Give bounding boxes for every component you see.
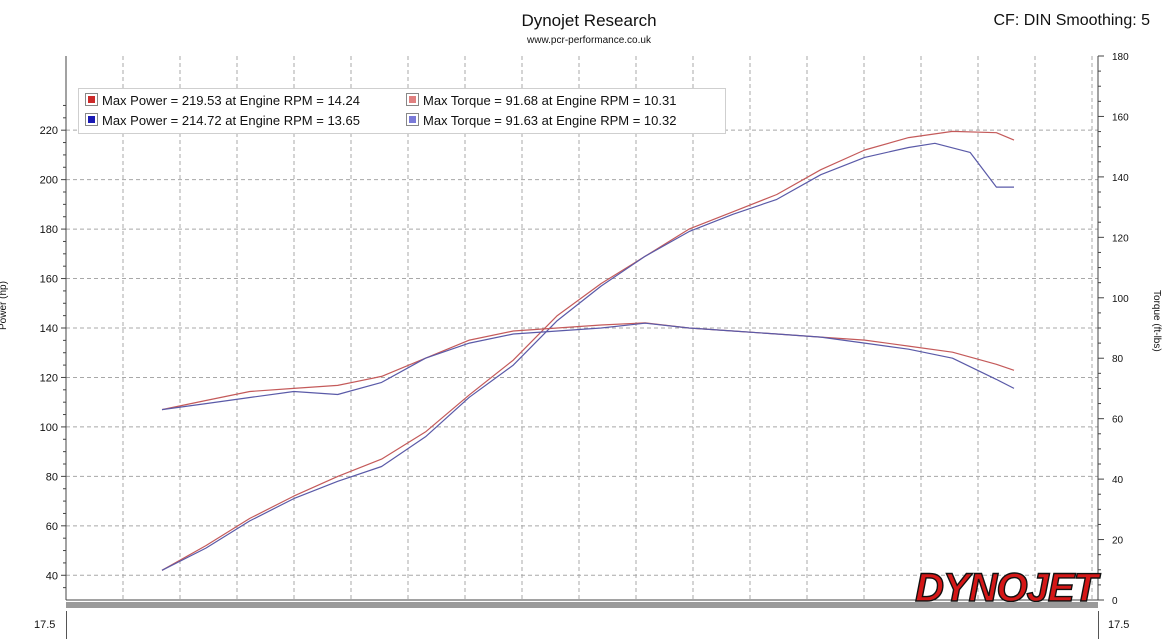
- secondary-left-tick: 17.5: [34, 619, 56, 631]
- legend-entry: Max Power = 214.72 at Engine RPM = 13.65: [85, 112, 360, 130]
- chart-series: [161, 130, 1015, 571]
- right-tick-label: 140: [1112, 173, 1129, 184]
- left-tick-label: 140: [40, 323, 58, 335]
- right-axis-ticks: 0 20 40 60 80 100 120 140 160 180: [1098, 52, 1129, 607]
- legend-label: Max Power = 214.72 at Engine RPM = 13.65: [102, 113, 360, 128]
- correction-factor: CF: DIN Smoothing: 5: [993, 12, 1151, 29]
- right-tick-label: 80: [1112, 354, 1124, 365]
- legend-swatch-fill: [409, 96, 416, 103]
- secondary-axis-left: [66, 611, 67, 639]
- legend-swatch-fill: [88, 116, 95, 123]
- legend-swatch: [406, 93, 419, 106]
- right-tick-label: 0: [1112, 596, 1118, 607]
- right-tick-label: 40: [1112, 475, 1124, 486]
- right-tick-label: 160: [1112, 112, 1129, 123]
- legend-entry: Max Power = 219.53 at Engine RPM = 14.24: [85, 92, 360, 110]
- series-line-1: [161, 130, 1015, 571]
- left-tick-label: 100: [40, 422, 58, 434]
- right-tick-label: 20: [1112, 536, 1124, 547]
- chart-title: Dynojet Research: [521, 11, 657, 30]
- chart-subtitle: www.pcr-performance.co.uk: [527, 35, 651, 46]
- legend-swatch-fill: [409, 116, 416, 123]
- legend-label: Max Power = 219.53 at Engine RPM = 14.24: [102, 93, 360, 108]
- legend-swatch: [85, 93, 98, 106]
- y-axis-label-torque: Torque (ft-lbs): [1151, 290, 1162, 352]
- right-tick-label: 120: [1112, 233, 1129, 244]
- legend-label: Max Torque = 91.68 at Engine RPM = 10.31: [423, 93, 677, 108]
- horizontal-scrollbar[interactable]: [66, 602, 1098, 608]
- legend-entry: Max Torque = 91.63 at Engine RPM = 10.32: [406, 112, 676, 130]
- left-tick-label: 160: [40, 274, 58, 286]
- right-tick-label: 100: [1112, 294, 1129, 305]
- left-tick-label: 40: [46, 570, 58, 582]
- secondary-chart-panel: 17.5 17.5: [0, 611, 1170, 639]
- series-line-3: [161, 322, 1015, 411]
- left-tick-label: 220: [40, 125, 58, 137]
- left-axis-ticks: 40 60 80 100 120 140 160 180 200 220: [40, 104, 66, 589]
- legend-entry: Max Torque = 91.68 at Engine RPM = 10.31: [406, 92, 676, 110]
- left-tick-label: 60: [46, 521, 58, 533]
- legend-swatch-fill: [88, 96, 95, 103]
- left-tick-label: 80: [46, 471, 58, 483]
- chart-legend: Max Power = 219.53 at Engine RPM = 14.24…: [78, 88, 726, 134]
- legend-swatch: [406, 113, 419, 126]
- left-tick-label: 120: [40, 372, 58, 384]
- secondary-axis-right: [1098, 611, 1099, 639]
- y-axis-label-power: Power (hp): [0, 281, 9, 330]
- series-line-2: [161, 142, 1014, 571]
- grid-lines: [66, 56, 1098, 600]
- right-tick-label: 180: [1112, 52, 1129, 63]
- left-tick-label: 200: [40, 175, 58, 187]
- series-line-4: [161, 322, 1015, 411]
- left-tick-label: 180: [40, 224, 58, 236]
- secondary-right-tick: 17.5: [1108, 619, 1130, 631]
- legend-swatch: [85, 113, 98, 126]
- legend-label: Max Torque = 91.63 at Engine RPM = 10.32: [423, 113, 677, 128]
- right-tick-label: 60: [1112, 415, 1124, 426]
